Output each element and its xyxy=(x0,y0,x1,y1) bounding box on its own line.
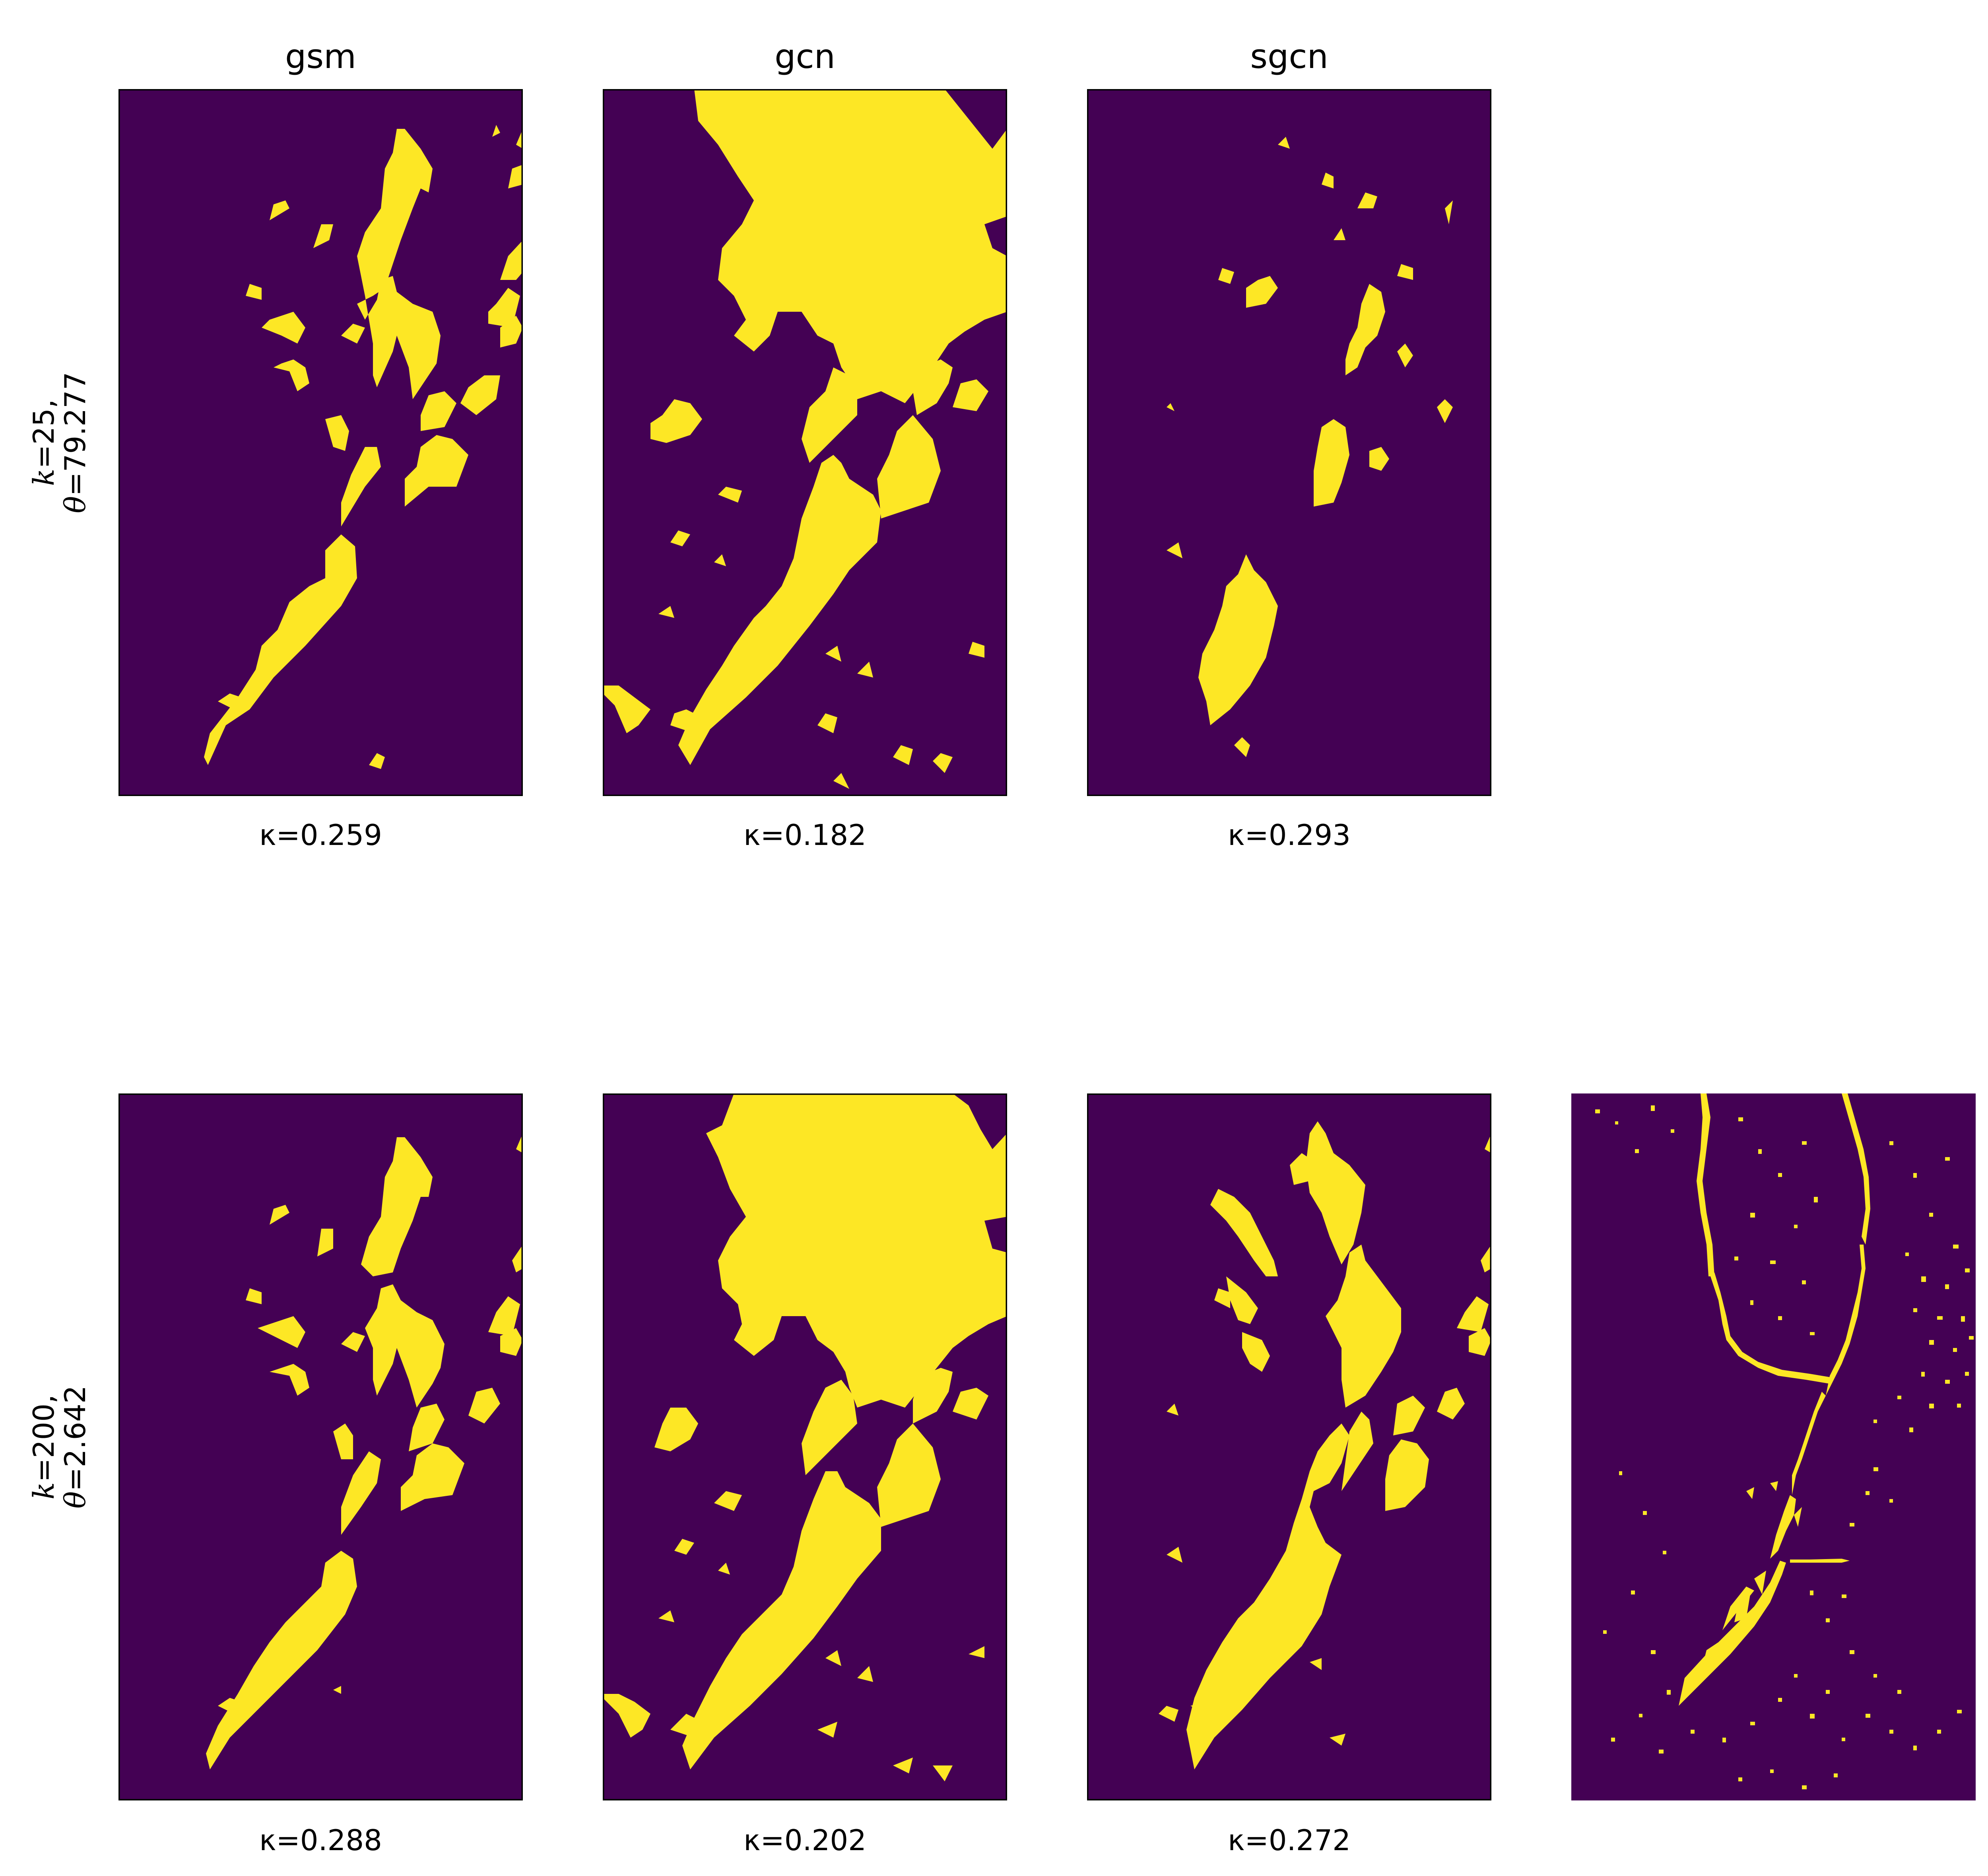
binary-map-gsm-k200 xyxy=(118,1093,523,1800)
binary-map-sgcn-k200 xyxy=(1087,1093,1491,1800)
built-up-regions xyxy=(1679,1093,1870,1706)
built-up-regions xyxy=(206,1133,523,1769)
map-panel-gsm-k25 xyxy=(118,89,523,796)
kappa-score-gsm-k200: κ=0.288 xyxy=(259,1824,382,1857)
theta-symbol: θ xyxy=(58,496,92,513)
binary-map-ground-truth xyxy=(1571,1093,1976,1800)
axes-frame xyxy=(118,89,523,796)
k-value: =25, xyxy=(27,399,60,469)
k-symbol: k xyxy=(27,1482,60,1500)
map-background xyxy=(118,89,523,796)
map-background xyxy=(1087,89,1491,796)
kappa-score-sgcn-k25: κ=0.293 xyxy=(1228,818,1351,852)
map-background xyxy=(118,1093,523,1800)
row-label-1: k=25, θ=79.277 xyxy=(0,89,119,796)
binary-map-sgcn-k25 xyxy=(1087,89,1491,796)
map-panel-sgcn-k25 xyxy=(1087,89,1491,796)
map-panel-sgcn-k200 xyxy=(1087,1093,1491,1800)
axes-frame xyxy=(603,89,1007,796)
kappa-score-gsm-k25: κ=0.259 xyxy=(259,818,382,852)
column-title-gsm: gsm xyxy=(285,37,356,76)
built-up-regions xyxy=(1159,1121,1491,1769)
map-background xyxy=(1087,1093,1491,1800)
column-title-gcn: gcn xyxy=(775,37,835,76)
axes-frame xyxy=(1087,1093,1491,1800)
kappa-score-gcn-k200: κ=0.202 xyxy=(744,1824,866,1857)
kappa-score-gcn-k25: κ=0.182 xyxy=(744,818,866,852)
axes-frame xyxy=(603,1093,1007,1800)
kappa-score-sgcn-k200: κ=0.272 xyxy=(1228,1824,1351,1857)
scattered-settlements xyxy=(1595,1105,1974,1789)
k-value: =200, xyxy=(27,1394,60,1482)
map-panel-gsm-k200 xyxy=(118,1093,523,1800)
map-background xyxy=(1571,1093,1976,1800)
map-panel-gcn-k200 xyxy=(603,1093,1007,1800)
k-symbol: k xyxy=(27,468,60,486)
theta-value: =79.277 xyxy=(58,372,92,496)
column-title-sgcn: sgcn xyxy=(1250,37,1328,76)
binary-map-gcn-k200 xyxy=(603,1093,1007,1800)
theta-symbol: θ xyxy=(58,1491,92,1509)
map-panel-gcn-k25 xyxy=(603,89,1007,796)
map-panel-ground-truth xyxy=(1571,1093,1976,1800)
row-label-2: k=200, θ=2.642 xyxy=(0,1093,119,1800)
built-up-regions xyxy=(603,1093,1007,1781)
built-up-regions xyxy=(1167,137,1453,757)
binary-map-gsm-k25 xyxy=(118,89,523,796)
binary-map-gcn-k25 xyxy=(603,89,1007,796)
axes-frame xyxy=(1087,89,1491,796)
built-up-regions xyxy=(603,89,1007,789)
axes-frame xyxy=(118,1093,523,1800)
theta-value: =2.642 xyxy=(58,1385,92,1491)
built-up-regions xyxy=(204,125,523,769)
